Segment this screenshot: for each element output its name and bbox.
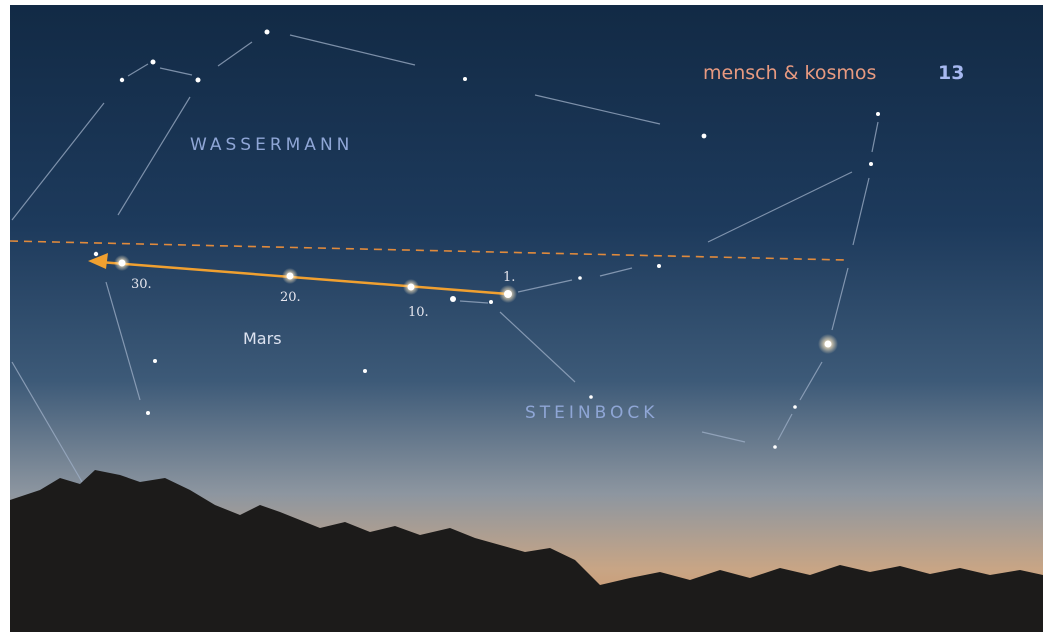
date-label: 1.	[503, 270, 515, 285]
date-label: 30.	[131, 277, 152, 292]
planet-label: Mars	[243, 329, 282, 348]
constellation-label: WASSERMANN	[190, 135, 353, 155]
constellation-label: STEINBOCK	[525, 403, 658, 423]
sky-image: WASSERMANN STEINBOCK Mars 1. 10. 20. 30.…	[0, 0, 1053, 635]
brand: mensch & kosmos	[703, 62, 876, 84]
page-number: 13	[938, 62, 964, 84]
date-label: 20.	[280, 290, 301, 305]
date-label: 10.	[408, 305, 429, 320]
page: WASSERMANN STEINBOCK Mars 1. 10. 20. 30.…	[0, 0, 1053, 635]
